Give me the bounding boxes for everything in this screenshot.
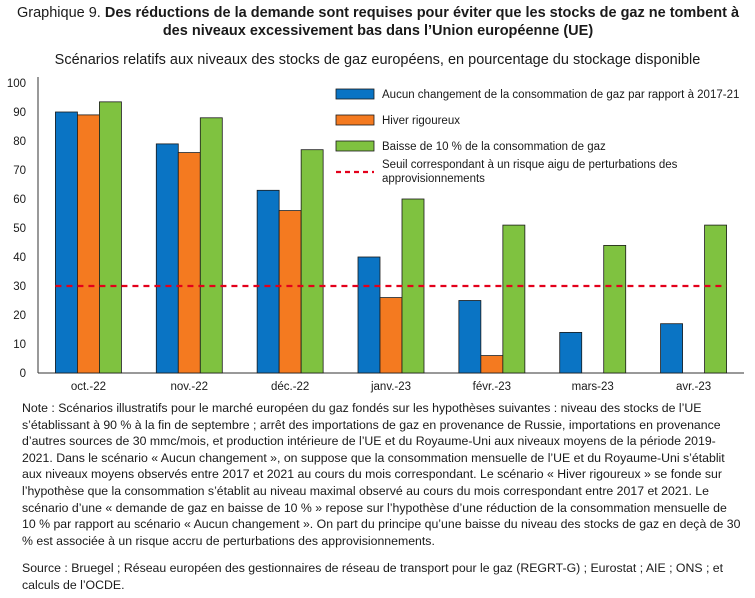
y-tick-label: 20 (13, 310, 26, 322)
legend-label-1: Aucun changement de la consommation de g… (382, 89, 739, 101)
y-tick-label: 10 (13, 339, 26, 351)
legend-swatch-3 (335, 140, 375, 152)
bar-1-3 (256, 189, 280, 374)
x-tick-label: avr.-23 (676, 381, 711, 393)
bar-2-5 (480, 355, 504, 374)
bar-1-5 (458, 300, 482, 374)
x-tick-label: déc.-22 (271, 381, 309, 393)
y-tick-label: 80 (13, 136, 26, 148)
bar-3-5 (502, 224, 526, 374)
legend-label-2: Hiver rigoureux (382, 115, 460, 127)
y-tick-label: 40 (13, 252, 26, 264)
bar-1-4 (357, 256, 381, 374)
x-tick-label: nov.-22 (171, 381, 209, 393)
chart-subtitle: Scénarios relatifs aux niveaux des stock… (54, 52, 701, 68)
y-tick-label: 60 (13, 194, 26, 206)
bar-2-2 (177, 152, 201, 374)
bar-3-6 (603, 244, 627, 374)
chart-title: Graphique 9. Des réductions de la demand… (8, 4, 748, 40)
legend-swatch-2 (335, 114, 375, 126)
figure-label: Graphique 9. (16, 5, 101, 21)
y-tick-label: 30 (13, 281, 26, 293)
y-tick-label: 70 (13, 165, 26, 177)
x-tick-label: mars-23 (572, 381, 614, 393)
x-tick-label: févr.-23 (473, 381, 511, 393)
y-tick-label: 90 (13, 107, 26, 119)
x-tick-label: oct.-22 (71, 381, 106, 393)
bar-3-7 (704, 224, 727, 374)
bar-3-1 (99, 101, 122, 374)
bar-1-1 (55, 111, 78, 374)
y-tick-label: 0 (20, 368, 26, 380)
legend-label-3: Baisse de 10 % de la consommation de gaz (382, 141, 606, 153)
bar-2-4 (379, 297, 403, 374)
chart-note: Note : Scénarios illustratifs pour le ma… (22, 401, 741, 548)
bar-2-1 (77, 114, 100, 374)
bar-1-2 (155, 143, 179, 374)
figure-title-text: Des réductions de la demande sont requis… (104, 5, 740, 39)
y-tick-label: 100 (7, 78, 26, 90)
x-tick-label: janv.-23 (370, 381, 411, 393)
bar-2-3 (278, 210, 302, 374)
chart-source: Source : Bruegel ; Réseau européen des g… (22, 561, 724, 592)
bar-3-3 (300, 149, 324, 374)
bar-1-7 (660, 323, 683, 374)
bar-3-2 (199, 117, 223, 374)
legend-label-threshold: Seuil correspondant à un risque aigu de … (382, 159, 678, 185)
bar-chart: 0 10 20 30 40 50 60 70 80 90 100 oct.-22 nov.-22 déc.… (7, 77, 744, 393)
legend-swatch-1 (335, 88, 375, 100)
bar-1-6 (559, 331, 583, 374)
y-tick-label: 50 (13, 223, 26, 235)
